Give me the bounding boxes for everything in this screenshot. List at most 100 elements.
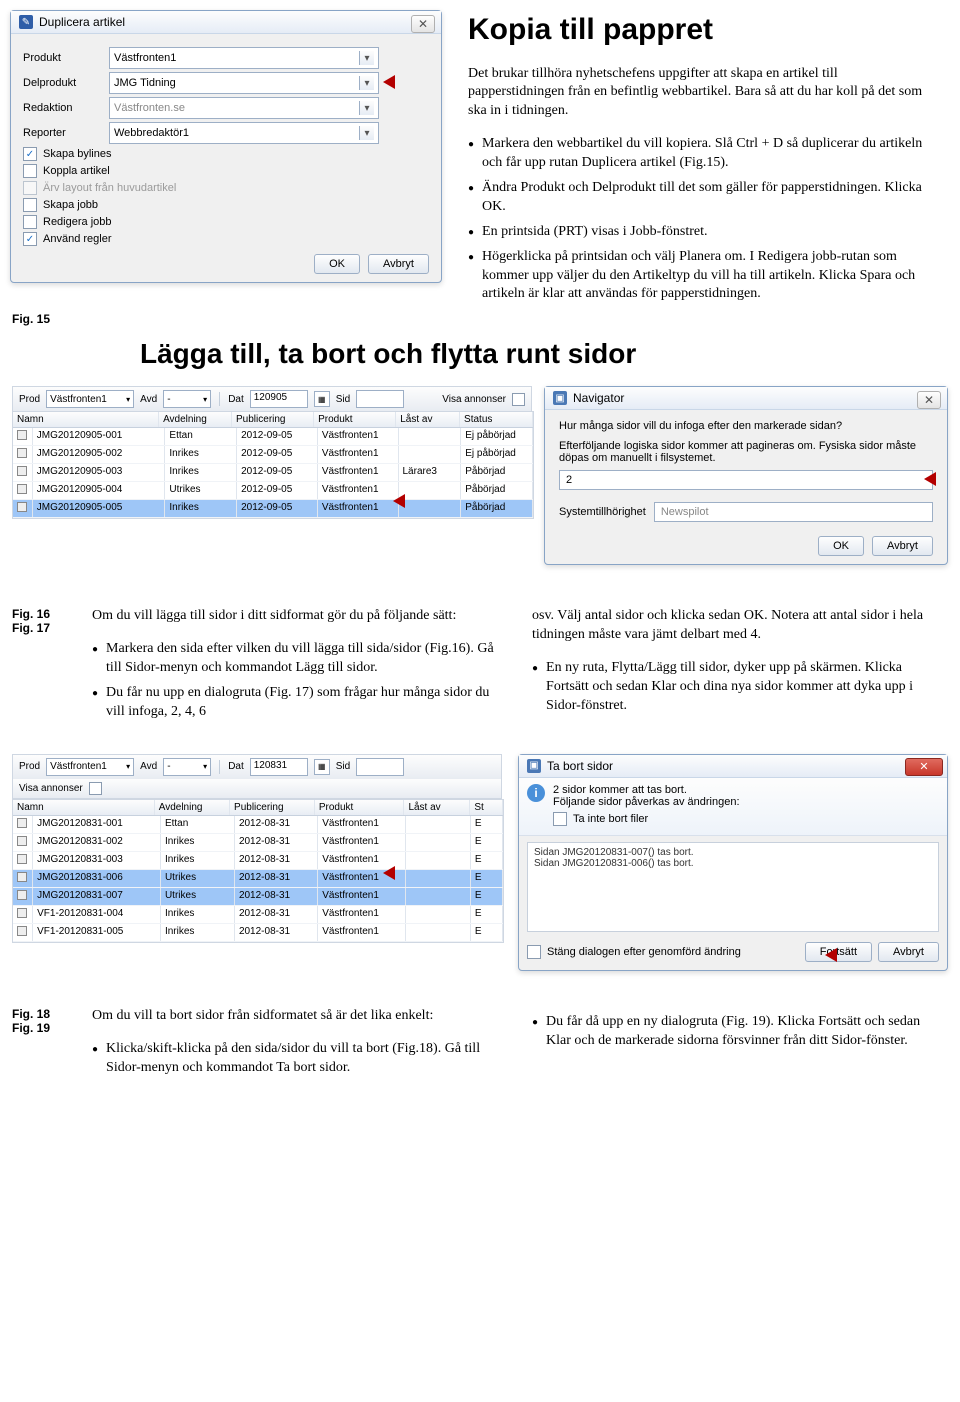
sid-filter[interactable] — [356, 390, 404, 408]
dont-delete-files-checkbox[interactable] — [553, 812, 567, 826]
chevron-down-icon[interactable]: ▾ — [359, 101, 374, 115]
table-row[interactable]: VF1-20120831-004Inrikes2012-08-31Västfro… — [13, 906, 503, 924]
close-icon[interactable]: ✕ — [411, 15, 435, 33]
cell: Västfronten1 — [318, 500, 399, 517]
avd-label: Avd — [140, 394, 157, 405]
cell: 2012-08-31 — [235, 888, 318, 905]
chevron-down-icon[interactable]: ▾ — [359, 76, 374, 90]
prod-filter[interactable]: Västfronten1▾ — [46, 758, 134, 776]
checkbox[interactable] — [23, 164, 37, 178]
column-header[interactable]: Produkt — [315, 800, 405, 815]
cell: E — [471, 852, 503, 869]
cell: Ettan — [161, 816, 235, 833]
column-header[interactable]: Låst av — [396, 412, 460, 427]
pages-table: NamnAvdelningPubliceringProduktLåst avSt… — [12, 411, 534, 519]
cell: Inrikes — [161, 852, 235, 869]
cell: JMG20120905-002 — [33, 446, 166, 463]
marker-icon — [383, 75, 395, 89]
column-header[interactable]: Status — [460, 412, 533, 427]
column-header[interactable]: Avdelning — [155, 800, 230, 815]
close-icon[interactable]: ✕ — [905, 758, 943, 776]
dat-label: Dat — [228, 761, 244, 772]
ok-button[interactable]: OK — [818, 536, 864, 556]
close-icon[interactable]: ✕ — [917, 391, 941, 409]
navigator-title: Navigator — [573, 391, 624, 405]
dat-label: Dat — [228, 394, 244, 405]
reporter-input[interactable]: Webbredaktör1▾ — [109, 122, 379, 144]
article-bullet: En ny ruta, Flytta/Lägg till sidor, dyke… — [532, 659, 948, 716]
cell: 2012-08-31 — [235, 816, 318, 833]
delprodukt-input[interactable]: JMG Tidning▾ — [109, 72, 379, 94]
chevron-down-icon[interactable]: ▾ — [359, 126, 374, 140]
marker-icon — [383, 866, 395, 880]
table-row[interactable]: JMG20120831-003Inrikes2012-08-31Västfron… — [13, 852, 503, 870]
row-icon — [13, 870, 33, 887]
delete-title: Ta bort sidor — [547, 759, 613, 773]
pages-count-input[interactable]: 2 — [559, 470, 933, 490]
table-row[interactable]: JMG20120905-005Inrikes2012-09-05Västfron… — [13, 500, 533, 518]
cell: Inrikes — [165, 500, 237, 517]
checkbox[interactable] — [23, 198, 37, 212]
cell: Påbörjad — [461, 464, 533, 481]
table-row[interactable]: JMG20120905-002Inrikes2012-09-05Västfron… — [13, 446, 533, 464]
checkbox-label: Skapa jobb — [43, 199, 98, 211]
table-row[interactable]: JMG20120905-004Utrikes2012-09-05Västfron… — [13, 482, 533, 500]
table-row[interactable]: JMG20120831-002Inrikes2012-08-31Västfron… — [13, 834, 503, 852]
table-row[interactable]: JMG20120905-003Inrikes2012-09-05Västfron… — [13, 464, 533, 482]
cell: JMG20120905-004 — [33, 482, 166, 499]
redaktion-input[interactable]: Västfronten.se▾ — [109, 97, 379, 119]
continue-button[interactable]: Fortsätt — [805, 942, 872, 962]
prod-filter[interactable]: Västfronten1▾ — [46, 390, 134, 408]
system-input[interactable]: Newspilot — [654, 502, 933, 522]
column-header[interactable]: Avdelning — [159, 412, 232, 427]
dat-filter[interactable]: 120831 — [250, 758, 308, 776]
column-header[interactable]: Namn — [13, 800, 155, 815]
dialog-title: Duplicera artikel — [39, 15, 125, 29]
table-row[interactable]: JMG20120831-006Utrikes2012-08-31Västfron… — [13, 870, 503, 888]
column-header[interactable]: Publicering — [232, 412, 314, 427]
table-row[interactable]: VF1-20120831-005Inrikes2012-08-31Västfro… — [13, 924, 503, 942]
sid-filter[interactable] — [356, 758, 404, 776]
navigator-question: Hur många sidor vill du infoga efter den… — [559, 420, 933, 432]
column-header[interactable]: Låst av — [404, 800, 470, 815]
checkbox-row: Redigera jobb — [23, 215, 429, 229]
cancel-button[interactable]: Avbryt — [872, 536, 933, 556]
dialog-title-bar: ▣ Navigator ✕ — [545, 387, 947, 410]
checkbox[interactable]: ✓ — [23, 147, 37, 161]
dat-filter[interactable]: 120905 — [250, 390, 308, 408]
column-header[interactable]: Publicering — [230, 800, 315, 815]
column-header[interactable]: Produkt — [314, 412, 396, 427]
checkbox[interactable] — [23, 215, 37, 229]
checkbox-label: Ärv layout från huvudartikel — [43, 182, 176, 194]
column-header[interactable]: St — [470, 800, 503, 815]
table-row[interactable]: JMG20120831-001Ettan2012-08-31Västfronte… — [13, 816, 503, 834]
cancel-button[interactable]: Avbryt — [878, 942, 939, 962]
close-after-checkbox[interactable] — [527, 945, 541, 959]
checkbox[interactable]: ✓ — [23, 232, 37, 246]
avd-filter[interactable]: -▾ — [163, 390, 211, 408]
info-icon: i — [527, 784, 545, 802]
ok-button[interactable]: OK — [314, 254, 360, 274]
cell: JMG20120831-003 — [33, 852, 161, 869]
cell: Västfronten1 — [318, 906, 406, 923]
cell: JMG20120831-001 — [33, 816, 161, 833]
chevron-down-icon[interactable]: ▾ — [359, 51, 374, 65]
checkbox-row: Ärv layout från huvudartikel — [23, 181, 429, 195]
avd-filter[interactable]: -▾ — [163, 758, 211, 776]
cell: E — [471, 888, 503, 905]
visa-checkbox[interactable] — [89, 782, 102, 795]
column-header[interactable]: Namn — [13, 412, 159, 427]
cell: Inrikes — [165, 464, 237, 481]
calendar-icon[interactable]: ▦ — [314, 391, 330, 407]
visa-checkbox[interactable] — [512, 393, 525, 406]
article-bullet: Högerklicka på printsidan och välj Plane… — [468, 248, 934, 305]
calendar-icon[interactable]: ▦ — [314, 759, 330, 775]
table-row[interactable]: JMG20120831-007Utrikes2012-08-31Västfron… — [13, 888, 503, 906]
produkt-input[interactable]: Västfronten1▾ — [109, 47, 379, 69]
redaktion-label: Redaktion — [23, 102, 101, 114]
cancel-button[interactable]: Avbryt — [368, 254, 429, 274]
row-icon — [13, 816, 33, 833]
table-row[interactable]: JMG20120905-001Ettan2012-09-05Västfronte… — [13, 428, 533, 446]
cell: Västfronten1 — [318, 834, 406, 851]
cell: Västfronten1 — [318, 816, 406, 833]
